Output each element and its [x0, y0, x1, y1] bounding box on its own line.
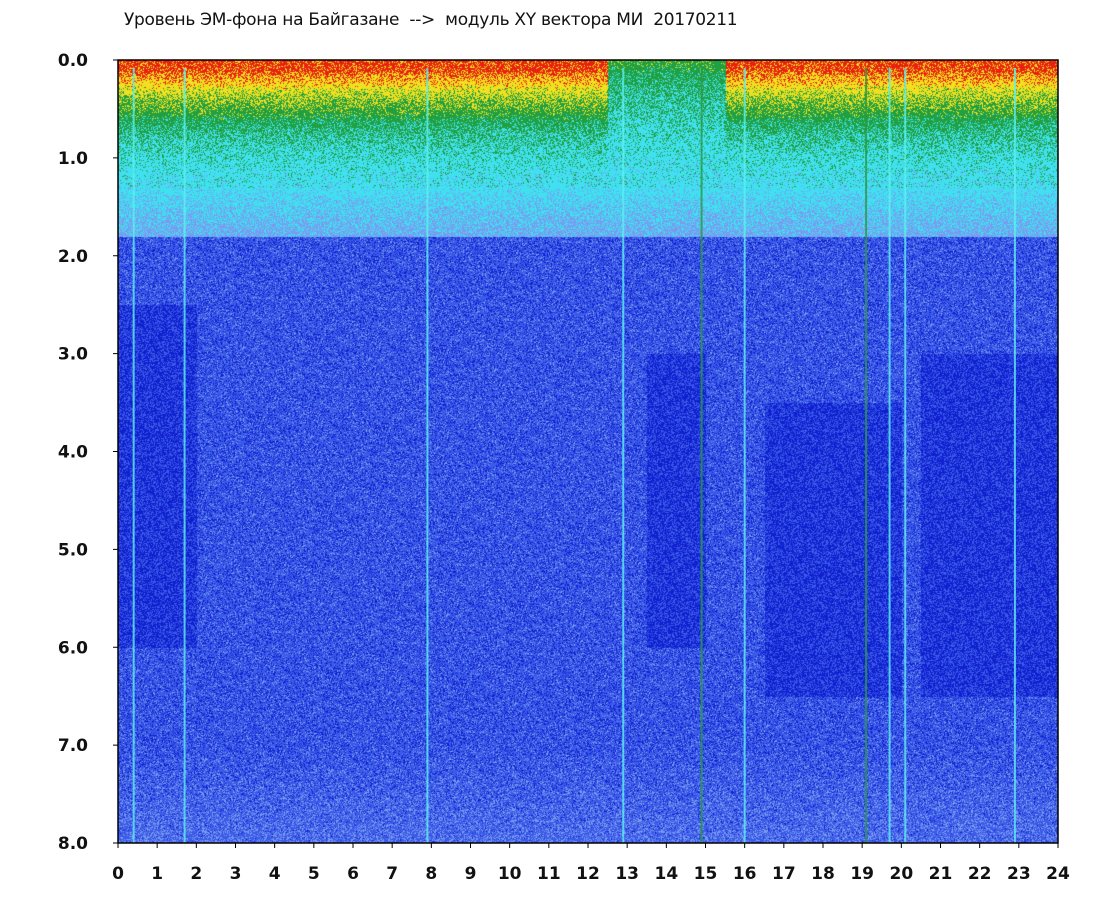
x-tick-label: 10 [498, 864, 522, 884]
x-tick-label: 14 [654, 864, 678, 884]
x-tick-label: 2 [190, 864, 202, 884]
x-tick-label: 19 [850, 864, 874, 884]
x-tick-label: 20 [889, 864, 913, 884]
x-tick-label: 13 [615, 864, 639, 884]
x-tick-label: 5 [308, 864, 320, 884]
y-tick-label: 6.0 [58, 638, 88, 658]
x-axis: 0 1 2 3 4 5 6 7 8 9 10 11 12 13 14 15 16 17 18 19 20 21 22 23 24 [112, 843, 1070, 884]
chart-title: Уровень ЭМ-фона на Байгазане --> модуль … [124, 10, 738, 30]
x-tick-label: 8 [425, 864, 437, 884]
x-tick-label: 24 [1046, 864, 1070, 884]
y-axis: 0.0 1.0 2.0 3.0 4.0 5.0 6.0 7.0 8.0 [58, 51, 118, 854]
y-tick-label: 1.0 [58, 149, 88, 169]
x-tick-label: 0 [112, 864, 124, 884]
x-tick-label: 17 [772, 864, 796, 884]
vertical-streaks [132, 68, 1016, 843]
x-tick-label: 15 [694, 864, 718, 884]
y-tick-label: 3.0 [58, 345, 88, 365]
x-tick-label: 9 [465, 864, 477, 884]
plot-area [118, 60, 1058, 843]
x-tick-label: 6 [347, 864, 359, 884]
y-tick-label: 0.0 [58, 51, 88, 71]
heatmap-image [118, 60, 1058, 843]
x-tick-label: 22 [968, 864, 992, 884]
y-tick-label: 8.0 [58, 834, 88, 854]
x-tick-label: 4 [269, 864, 281, 884]
x-tick-label: 16 [733, 864, 757, 884]
x-tick-label: 23 [1007, 864, 1031, 884]
y-tick-label: 4.0 [58, 443, 88, 463]
x-tick-label: 21 [929, 864, 953, 884]
x-tick-label: 12 [576, 864, 600, 884]
y-tick-label: 2.0 [58, 247, 88, 267]
x-tick-label: 3 [230, 864, 242, 884]
x-tick-label: 7 [386, 864, 398, 884]
x-tick-label: 11 [537, 864, 561, 884]
y-tick-label: 5.0 [58, 540, 88, 560]
x-tick-label: 18 [811, 864, 835, 884]
y-tick-label: 7.0 [58, 736, 88, 756]
x-tick-label: 1 [151, 864, 163, 884]
